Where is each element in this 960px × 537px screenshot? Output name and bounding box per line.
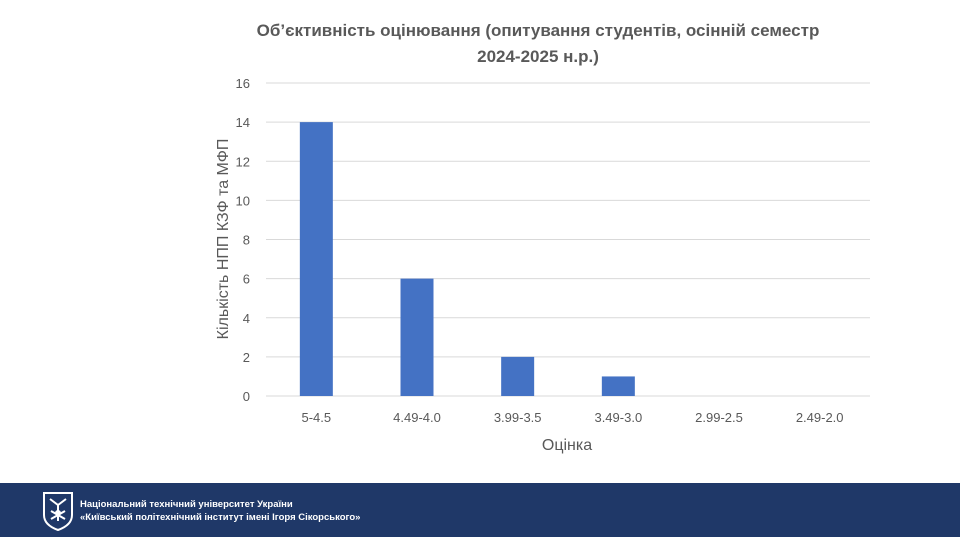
grid-lines — [266, 82, 870, 397]
x-tick-label: 2.99-2.5 — [695, 410, 743, 425]
x-tick-label: 2.49-2.0 — [796, 410, 844, 425]
chart-title-line-1: Об’єктивність оцінювання (опитування сту… — [256, 21, 820, 40]
x-tick-label: 3.49-3.0 — [594, 410, 642, 425]
x-tick-label: 3.99-3.5 — [494, 410, 542, 425]
y-tick-label: 0 — [243, 389, 250, 404]
y-tick-label: 8 — [243, 233, 250, 248]
bar — [501, 356, 535, 396]
bar — [601, 376, 635, 396]
y-tick-labels: 0 2 4 6 8 10 12 14 16 — [236, 76, 250, 404]
chart-title-line-2: 2024-2025 н.р.) — [477, 47, 599, 66]
y-tick-label: 10 — [236, 193, 250, 208]
x-tick-label: 4.49-4.0 — [393, 410, 441, 425]
bar-chart: 0 2 4 6 8 10 12 14 16 5-4.5 4.49-4.0 3.99-3.5 3.49-… — [215, 76, 870, 454]
bars — [299, 122, 635, 396]
y-tick-label: 6 — [243, 272, 250, 287]
y-tick-label: 14 — [236, 115, 250, 130]
y-tick-label: 12 — [236, 154, 250, 169]
bar — [299, 122, 333, 396]
university-name-line-2: «Київський політехнічний інститут імені … — [80, 512, 361, 523]
x-tick-labels: 5-4.5 4.49-4.0 3.99-3.5 3.49-3.0 2.99-2.5 2.4… — [302, 410, 844, 425]
chart-title: Об’єктивність оцінювання (опитування сту… — [200, 18, 876, 70]
bar — [400, 278, 434, 396]
y-axis-label: Кількість НПП КЗФ та МФП — [215, 139, 232, 340]
university-name: Національний технічний університет Украї… — [80, 498, 360, 524]
y-tick-label: 16 — [236, 76, 250, 91]
y-tick-label: 4 — [243, 311, 250, 326]
university-name-line-1: Національний технічний університет Украї… — [80, 499, 293, 510]
y-tick-label: 2 — [243, 350, 250, 365]
x-axis-label: Оцінка — [542, 437, 592, 454]
footer-bar: Національний технічний університет Украї… — [0, 483, 960, 537]
kpi-logo-icon — [43, 492, 73, 531]
x-tick-label: 5-4.5 — [302, 410, 332, 425]
